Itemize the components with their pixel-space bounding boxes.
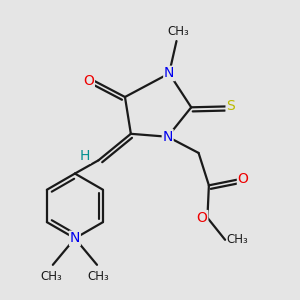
Text: H: H [80,149,90,163]
Text: O: O [197,211,208,225]
Text: CH₃: CH₃ [167,25,189,38]
Text: N: N [70,231,80,245]
Text: CH₃: CH₃ [88,270,109,283]
Text: CH₃: CH₃ [226,233,248,246]
Text: S: S [226,99,235,113]
Text: CH₃: CH₃ [40,270,62,283]
Text: N: N [164,66,174,80]
Text: N: N [163,130,173,144]
Text: O: O [83,74,94,88]
Text: O: O [238,172,248,186]
